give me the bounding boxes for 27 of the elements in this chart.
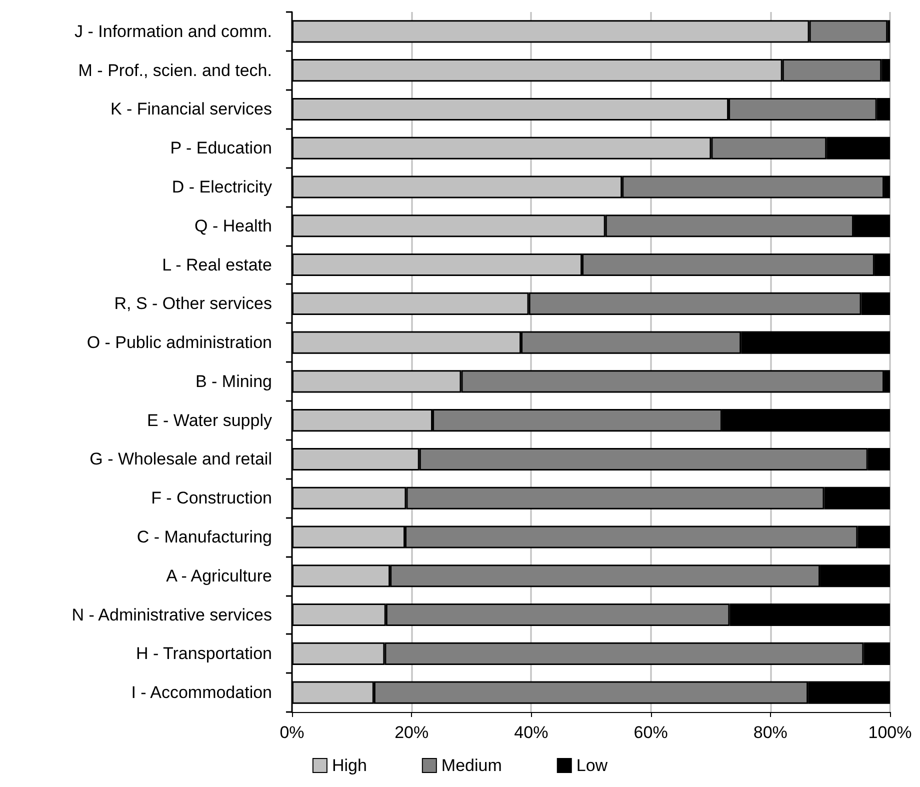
x-tick-label: 100% bbox=[868, 723, 912, 742]
legend-label: Low bbox=[576, 756, 608, 775]
x-tick-label: 0% bbox=[280, 723, 304, 742]
y-tick-label: E - Water supply bbox=[146, 410, 272, 430]
y-tick-label: F - Construction bbox=[151, 488, 272, 508]
y-tick-label: I - Accommodation bbox=[131, 683, 272, 702]
y-tick-label: L - Real estate bbox=[162, 255, 272, 274]
y-tick-label: O - Public administration bbox=[86, 333, 272, 352]
y-tick-label: P - Education bbox=[170, 138, 272, 158]
y-tick-label: J - Information and comm. bbox=[74, 22, 272, 41]
y-tick-label: D - Electricity bbox=[172, 178, 272, 196]
legend-label: High bbox=[332, 756, 367, 775]
y-tick-label: R, S - Other services bbox=[114, 294, 272, 314]
y-tick-label: H - Transportation bbox=[136, 644, 272, 664]
y-tick-label: C - Manufacturing bbox=[136, 528, 272, 546]
x-tick-label: 80% bbox=[753, 723, 788, 742]
x-tick-label: 40% bbox=[514, 723, 548, 742]
legend-label: Medium bbox=[441, 756, 502, 775]
x-tick-label: 20% bbox=[394, 723, 429, 742]
y-tick-label: N - Administrative services bbox=[72, 605, 272, 624]
y-tick-label: K - Financial services bbox=[110, 100, 272, 119]
y-tick-label: M - Prof., scien. and tech. bbox=[78, 60, 272, 80]
y-tick-label: A - Agriculture bbox=[166, 566, 272, 586]
y-tick-label: B - Mining bbox=[195, 372, 272, 391]
y-tick-label: Q - Health bbox=[194, 216, 272, 236]
x-tick-label: 60% bbox=[634, 723, 668, 742]
y-tick-label: G - Wholesale and retail bbox=[90, 450, 272, 469]
